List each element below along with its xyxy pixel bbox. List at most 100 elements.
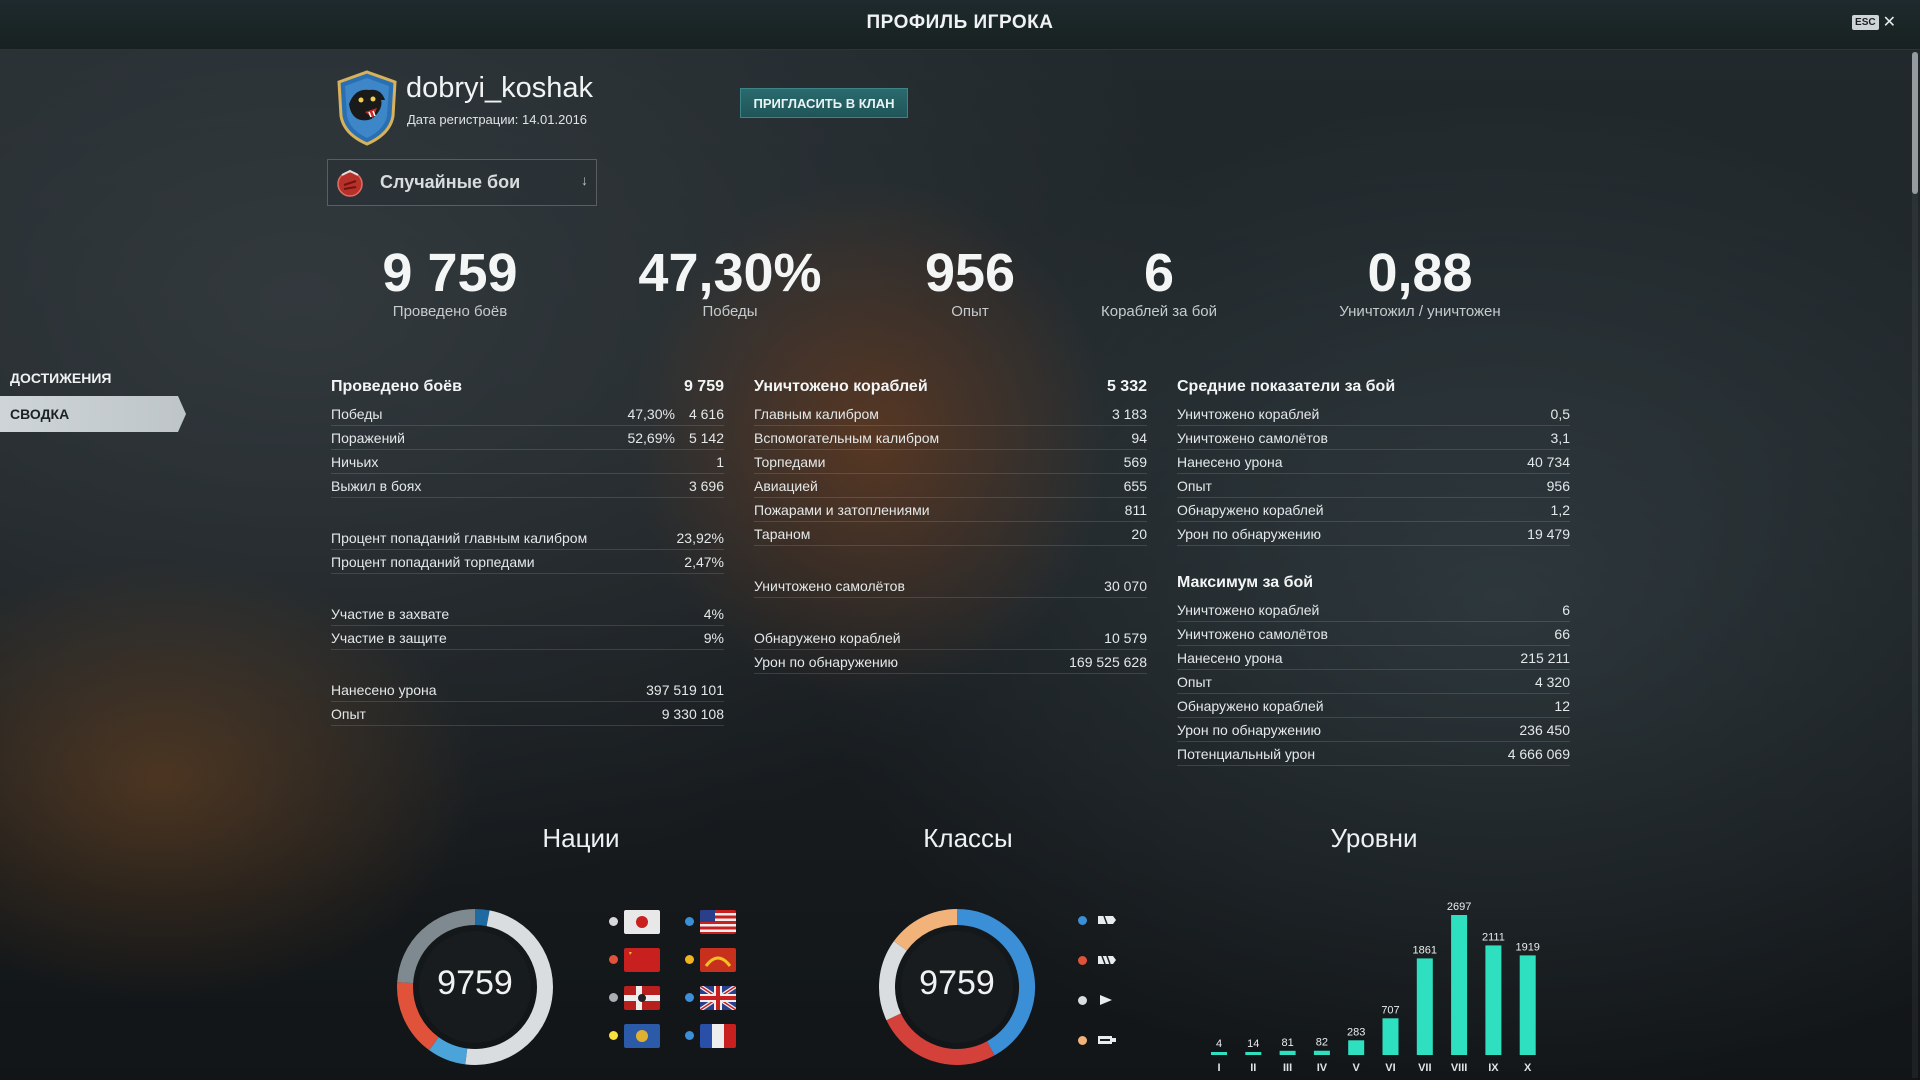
tier-value-label: 1919 xyxy=(1515,941,1539,953)
stat-label: Обнаружено кораблей xyxy=(1177,501,1324,518)
stat-value: 236 450 xyxy=(1519,721,1570,738)
germany-flag-icon[interactable] xyxy=(624,986,660,1010)
stat-row: Уничтожено самолётов 3,1 xyxy=(1177,426,1570,450)
tier-value-label: 2111 xyxy=(1482,931,1505,943)
stat-label: Процент попаданий торпедами xyxy=(331,553,535,570)
stat-label: Уничтожено кораблей xyxy=(1177,601,1320,618)
stat-label: Участие в захвате xyxy=(331,605,450,622)
summary-value: 956 xyxy=(924,243,1016,303)
stat-value: 3,1 xyxy=(1550,429,1570,446)
stat-value: 4% xyxy=(703,605,724,622)
classes-total: 9759 xyxy=(919,964,995,1002)
stat-row: Уничтожено кораблей 6 xyxy=(1177,598,1570,622)
stat-row: Нанесено урона 40 734 xyxy=(1177,450,1570,474)
battles-stats: Проведено боёв 9 759 Победы 47,30% 4 616 … xyxy=(331,372,724,726)
summary-label: Опыт xyxy=(951,303,989,320)
stat-row: Ничьих 1 xyxy=(331,450,724,474)
tier-bar xyxy=(1451,915,1468,1055)
legend-dot-france xyxy=(685,1031,694,1040)
battleship-icon[interactable] xyxy=(1097,994,1117,1006)
esc-key-label: ESC xyxy=(1852,15,1879,30)
close-button[interactable]: ESC ✕ xyxy=(1852,13,1896,31)
nav-item-achievements[interactable]: ДОСТИЖЕНИЯ xyxy=(10,370,112,386)
france-flag-icon[interactable] xyxy=(700,1024,736,1048)
tier-bar xyxy=(1519,955,1536,1055)
stat-value: 9 330 108 xyxy=(661,705,724,722)
stat-row: Обнаружено кораблей 10 579 xyxy=(754,626,1147,650)
battles-title: Проведено боёв xyxy=(331,378,462,395)
stat-value: 12 xyxy=(1554,697,1570,714)
close-icon: ✕ xyxy=(1882,13,1896,31)
pan-asia-flag-icon[interactable] xyxy=(700,948,736,972)
summary-battles: 9 759 Проведено боёв xyxy=(320,243,580,320)
tier-value-label: 14 xyxy=(1247,1038,1259,1050)
summary-winrate: 47,30% Победы xyxy=(600,243,860,320)
tier-bar xyxy=(1416,958,1433,1055)
uk-flag-icon[interactable] xyxy=(700,986,736,1010)
tiers-title: Уровни xyxy=(1330,823,1418,853)
stat-label: Урон по обнаружению xyxy=(1177,525,1322,542)
stat-row: Участие в захвате 4% xyxy=(331,602,724,626)
battles-total: 9 759 xyxy=(683,378,724,395)
stat-value: 811 xyxy=(1124,501,1147,518)
scrollbar-thumb[interactable] xyxy=(1912,52,1918,194)
stat-label: Опыт xyxy=(331,705,366,722)
stat-label: Победы xyxy=(331,405,383,422)
nav-item-summary[interactable]: СВОДКА xyxy=(0,396,186,432)
clan-emblem-icon xyxy=(337,70,397,146)
stat-label: Уничтожено кораблей xyxy=(1177,405,1320,422)
stat-label: Нанесено урона xyxy=(1177,649,1283,666)
nations-total: 9759 xyxy=(437,964,513,1002)
tier-bar xyxy=(1313,1050,1330,1055)
summary-value: 6 xyxy=(1143,243,1175,303)
commonwealth-flag-icon[interactable] xyxy=(624,1024,660,1048)
japan-flag-icon[interactable] xyxy=(624,910,660,934)
legend-dot-cruiser xyxy=(1078,956,1087,965)
stat-value: 66 xyxy=(1554,625,1570,642)
cruiser-icon[interactable] xyxy=(1097,954,1117,966)
stat-row: Опыт 4 320 xyxy=(1177,670,1570,694)
ussr-flag-icon[interactable] xyxy=(624,948,660,972)
tier-value-label: 81 xyxy=(1281,1037,1293,1049)
carrier-icon[interactable] xyxy=(1097,1034,1117,1046)
battle-mode-select[interactable]: Случайные бои ↓ xyxy=(327,159,597,206)
stat-label: Участие в защите xyxy=(331,629,447,646)
tier-value-label: 82 xyxy=(1316,1037,1328,1049)
tier-tick-label: I xyxy=(1217,1062,1220,1074)
destroyer-icon[interactable] xyxy=(1097,914,1117,926)
stat-value: 1,2 xyxy=(1550,501,1570,518)
destroyed-header: Уничтожено кораблей 5 332 xyxy=(754,372,1147,402)
usa-flag-icon[interactable] xyxy=(700,910,736,934)
nations-donut-segment xyxy=(465,910,553,1065)
summary-value: 9 759 xyxy=(382,243,518,303)
tier-bar xyxy=(1348,1040,1365,1055)
stat-row: Опыт 956 xyxy=(1177,474,1570,498)
summary-value: 47,30% xyxy=(638,243,822,303)
summary-kd-ratio: 0,88 Уничтожил / уничтожен xyxy=(1290,243,1550,320)
scrollbar[interactable] xyxy=(1912,52,1918,1078)
window-title: ПРОФИЛЬ ИГРОКА xyxy=(866,12,1054,33)
chevron-down-icon: ↓ xyxy=(581,172,588,188)
stat-row: Победы 47,30% 4 616 xyxy=(331,402,724,426)
stat-label: Пожарами и затоплениями xyxy=(754,501,930,518)
stat-row: Торпедами 569 xyxy=(754,450,1147,474)
tier-value-label: 1861 xyxy=(1413,944,1437,956)
invite-to-clan-button[interactable]: ПРИГЛАСИТЬ В КЛАН xyxy=(740,88,908,118)
summary-label: Кораблей за бой xyxy=(1100,303,1218,320)
stat-row: Тараном 20 xyxy=(754,522,1147,546)
tier-tick-label: VIII xyxy=(1451,1062,1468,1074)
stat-row: Уничтожено кораблей 0,5 xyxy=(1177,402,1570,426)
stat-label: Выжил в боях xyxy=(331,477,422,494)
stat-row: Пожарами и затоплениями 811 xyxy=(754,498,1147,522)
summary-experience: 956 Опыт xyxy=(840,243,1100,320)
legend-dot-pan-asia xyxy=(685,955,694,964)
legend-dot-usa xyxy=(685,917,694,926)
stat-label: Урон по обнаружению xyxy=(754,653,899,670)
stat-label: Ничьих xyxy=(331,453,379,470)
stat-row: Вспомогательным калибром 94 xyxy=(754,426,1147,450)
destroyed-title: Уничтожено кораблей xyxy=(754,378,928,395)
averages-header: Средние показатели за бой xyxy=(1177,372,1570,402)
stat-row: Опыт 9 330 108 xyxy=(331,702,724,726)
legend-dot-ussr xyxy=(609,955,618,964)
player-name: dobryi_koshak xyxy=(406,72,593,104)
